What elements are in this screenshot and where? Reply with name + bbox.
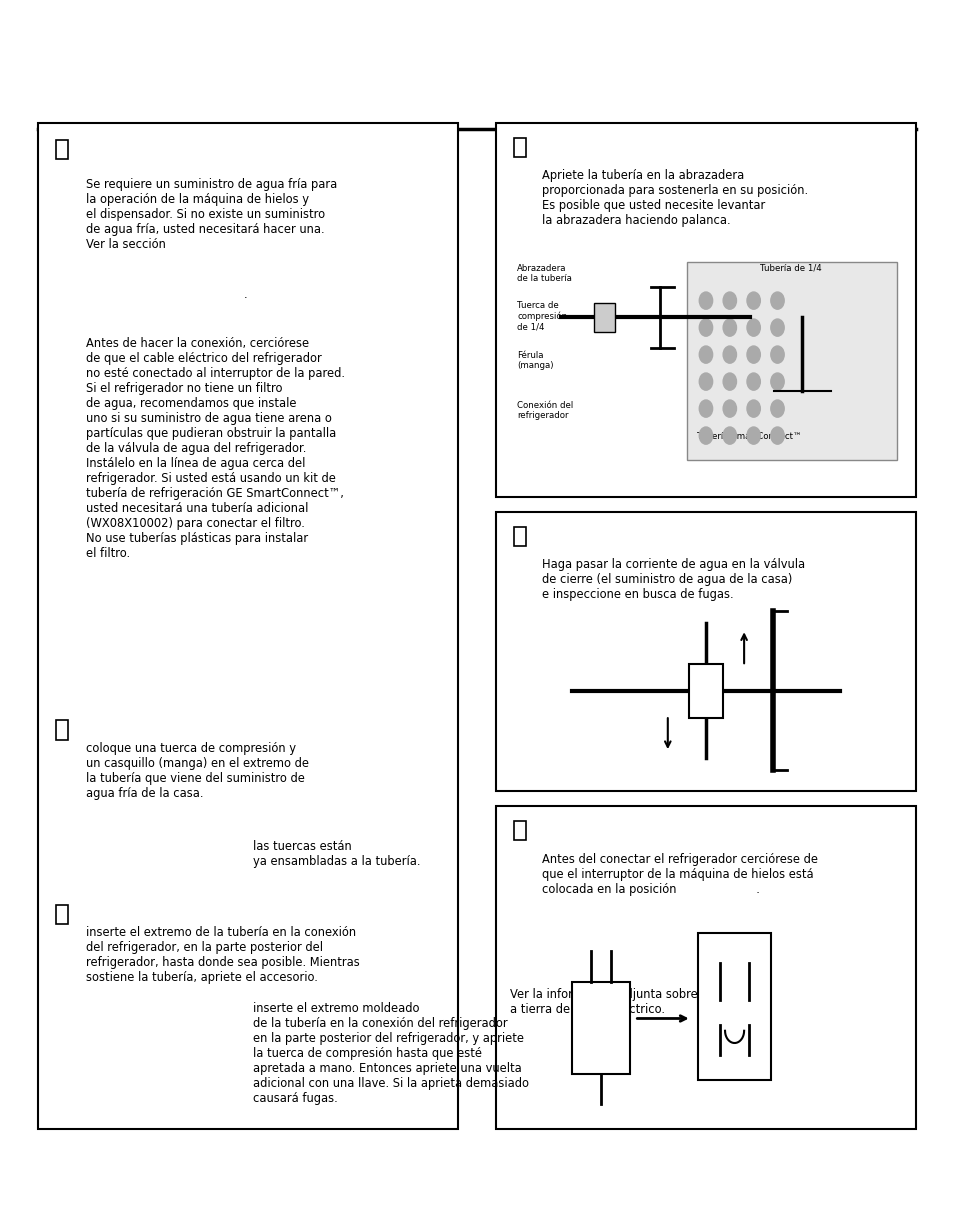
Bar bbox=[514, 526, 526, 546]
Circle shape bbox=[722, 319, 736, 336]
Text: Conexión del
refrigerador: Conexión del refrigerador bbox=[517, 401, 573, 420]
Text: Tubería de 1/4: Tubería de 1/4 bbox=[760, 264, 821, 272]
Circle shape bbox=[722, 427, 736, 444]
Bar bbox=[594, 303, 615, 333]
Text: Ver la información adjunta sobre la conexión
a tierra del cable eléctrico.: Ver la información adjunta sobre la cone… bbox=[510, 988, 767, 1016]
Circle shape bbox=[770, 346, 783, 363]
Bar bbox=[56, 720, 69, 740]
Circle shape bbox=[722, 400, 736, 417]
Text: inserte el extremo de la tubería en la conexión
del refrigerador, en la parte po: inserte el extremo de la tubería en la c… bbox=[86, 926, 359, 984]
Circle shape bbox=[699, 427, 712, 444]
Bar bbox=[514, 137, 526, 157]
Circle shape bbox=[746, 373, 760, 390]
Circle shape bbox=[722, 373, 736, 390]
Circle shape bbox=[746, 292, 760, 309]
Text: las tuercas están
ya ensambladas a la tubería.: las tuercas están ya ensambladas a la tu… bbox=[253, 840, 420, 869]
Bar bbox=[38, 123, 457, 1129]
Text: Tubería SmartConnect™: Tubería SmartConnect™ bbox=[697, 432, 801, 442]
Bar bbox=[56, 904, 69, 924]
Circle shape bbox=[770, 319, 783, 336]
Text: inserte el extremo moldeado
de la tubería en la conexión del refrigerador
en la : inserte el extremo moldeado de la tuberí… bbox=[253, 1002, 528, 1106]
Text: .: . bbox=[243, 288, 247, 302]
Text: Férula
(manga): Férula (manga) bbox=[517, 351, 553, 371]
Text: Antes de hacer la conexión, cerciórese
de que el cable eléctrico del refrigerado: Antes de hacer la conexión, cerciórese d… bbox=[86, 337, 344, 561]
Bar bbox=[56, 140, 69, 160]
Text: Apriete la tubería en la abrazadera
proporcionada para sostenerla en su posición: Apriete la tubería en la abrazadera prop… bbox=[541, 169, 807, 227]
Circle shape bbox=[722, 292, 736, 309]
Circle shape bbox=[770, 373, 783, 390]
Circle shape bbox=[699, 319, 712, 336]
Circle shape bbox=[746, 319, 760, 336]
Circle shape bbox=[770, 292, 783, 309]
Circle shape bbox=[770, 427, 783, 444]
Bar bbox=[514, 821, 526, 840]
Bar bbox=[572, 982, 629, 1074]
Circle shape bbox=[746, 346, 760, 363]
Text: coloque una tuerca de compresión y
un casquillo (manga) en el extremo de
la tube: coloque una tuerca de compresión y un ca… bbox=[86, 742, 309, 800]
Circle shape bbox=[770, 400, 783, 417]
Bar bbox=[515, 261, 896, 460]
Bar bbox=[496, 806, 915, 1129]
Text: Antes del conectar el refrigerador cerciórese de
que el interruptor de la máquin: Antes del conectar el refrigerador cerci… bbox=[541, 853, 817, 896]
Text: Haga pasar la corriente de agua en la válvula
de cierre (el suministro de agua d: Haga pasar la corriente de agua en la vá… bbox=[541, 558, 804, 601]
Circle shape bbox=[746, 427, 760, 444]
Bar bbox=[496, 123, 915, 497]
Circle shape bbox=[746, 400, 760, 417]
Circle shape bbox=[699, 373, 712, 390]
Circle shape bbox=[699, 292, 712, 309]
Circle shape bbox=[699, 346, 712, 363]
Text: Se requiere un suministro de agua fría para
la operación de la máquina de hielos: Se requiere un suministro de agua fría p… bbox=[86, 178, 336, 250]
Bar bbox=[688, 664, 722, 718]
Bar bbox=[686, 261, 896, 460]
Text: Tuerca de
compresión
de 1/4: Tuerca de compresión de 1/4 bbox=[517, 302, 567, 331]
Bar bbox=[698, 933, 770, 1080]
Circle shape bbox=[699, 400, 712, 417]
Circle shape bbox=[722, 346, 736, 363]
Text: Abrazadera
de la tubería: Abrazadera de la tubería bbox=[517, 264, 572, 283]
Bar bbox=[496, 512, 915, 791]
